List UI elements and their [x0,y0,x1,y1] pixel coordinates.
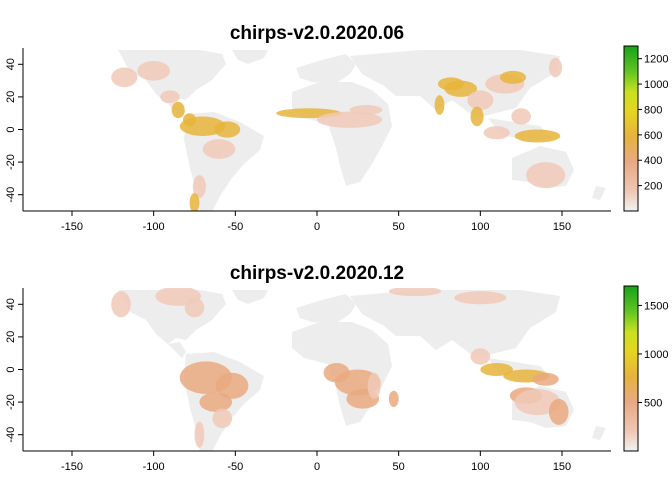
legend-tick-label: 400 [644,155,662,167]
map-area [111,288,606,451]
rainfall-cell [388,288,442,297]
x-tick-label: 50 [393,461,405,473]
x-tick-label: 50 [393,221,405,233]
rainfall-cell [199,392,233,412]
rainfall-cell [179,116,226,137]
rainfall-cell [437,77,464,91]
x-tick-label: 150 [553,221,571,233]
rainfall-cell [532,372,559,386]
rainfall-cell [194,421,205,448]
rainfall-cell [514,389,561,416]
rainfall-cell [548,57,562,78]
y-tick-label: 0 [5,366,17,372]
rainfall-cell [470,106,484,127]
x-tick-label: -50 [227,461,243,473]
legend-colorbar: 1500 1000 500 [623,285,668,452]
rainfall-cell [483,126,510,140]
rainfall-cell [454,291,507,305]
x-tick-label: -50 [227,221,243,233]
legend-tick-label: 200 [644,181,662,193]
rainfall-cell [192,175,206,198]
rainfall-cell [160,90,180,104]
rainfall-cell [111,291,131,318]
rainfall-cell [202,139,236,159]
y-tick-label: 0 [5,126,17,132]
legend-gradient [624,286,638,451]
panel-title: chirps-v2.0.2020.12 [230,263,404,284]
map-panel-2: chirps-v2.0.2020.12 -150 -100 -50 0 50 100 150 4… [5,263,668,473]
rainfall-cell [470,348,491,365]
y-tick-label: -40 [5,187,17,203]
rainfall-cell [511,108,531,125]
rainfall-cell [137,61,171,81]
panel-title: chirps-v2.0.2020.06 [230,23,404,44]
x-tick-label: -150 [61,221,83,233]
rainfall-cell [388,390,399,407]
legend-gradient [624,46,638,211]
y-tick-label: -20 [5,394,17,410]
x-tick-label: 0 [314,221,320,233]
rainfall-cell [499,70,527,84]
x-tick-label: 0 [314,461,320,473]
rainfall-cell [184,297,205,318]
x-tick-label: 100 [471,461,489,473]
y-tick-label: 20 [5,331,17,343]
y-tick-label: 20 [5,91,17,103]
x-tick-label: -100 [143,221,165,233]
rainfall-cell [215,372,249,399]
rainfall-cell [467,90,494,110]
y-tick-label: -40 [5,427,17,443]
rainfall-cell [548,398,569,425]
y-tick-label: 40 [5,298,17,310]
x-tick-label: 100 [471,221,489,233]
rainfall-cell [214,121,241,138]
rainfall-cell [212,408,233,429]
rainfall-cell [189,193,200,211]
rainfall-cell [434,95,445,115]
legend-tick-label: 1500 [644,300,668,312]
rainfall-cell [349,105,383,115]
y-tick-label: 40 [5,58,17,70]
rainfall-cell [317,111,383,128]
rainfall-cell [526,162,566,189]
rainfall-cell [171,101,185,119]
legend-tick-label: 600 [644,130,662,142]
map-area [111,50,606,211]
legend-tick-label: 800 [644,104,662,116]
x-tick-label: -100 [143,461,165,473]
rainfall-cell [514,129,561,143]
legend-tick-label: 1200 [644,54,668,66]
rainfall-cell [111,67,138,88]
legend-frame [623,285,639,452]
legend-colorbar: 1200 1000 800 600 400 200 [623,45,668,212]
rainfall-cell [367,372,381,399]
x-tick-label: -150 [61,461,83,473]
legend-tick-label: 1000 [644,349,668,361]
y-tick-label: -20 [5,154,17,170]
map-panel-1: chirps-v2.0.2020.06 -150 -100 -50 0 50 100 150 4… [5,23,668,233]
legend-tick-label: 500 [644,397,662,409]
x-tick-label: 150 [553,461,571,473]
legend-tick-label: 1000 [644,79,668,91]
legend-frame [623,45,639,212]
rainfall-cell [480,362,513,377]
